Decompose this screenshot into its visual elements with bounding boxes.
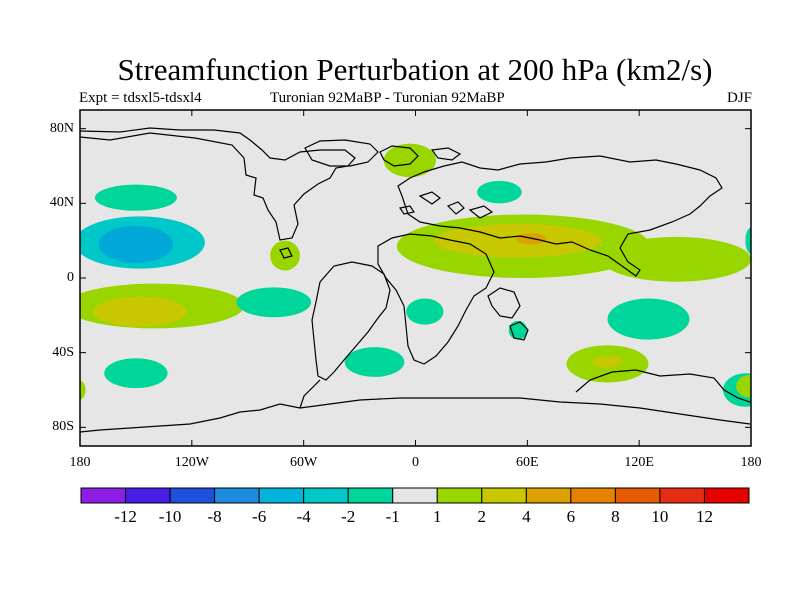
colorbar-swatch [214,487,260,504]
colorbar-label: 10 [651,507,669,526]
colorbar-swatch [570,487,616,504]
y-tick-label: 40S [52,344,74,360]
colorbar-label: 1 [433,507,442,526]
y-tick-label: 0 [67,270,74,285]
colorbar-swatch [303,487,349,504]
axis-ticks [79,110,752,446]
colorbar-label: -12 [114,507,137,526]
coastline-tethys-island-3 [468,205,494,219]
colorbar-label: -4 [296,507,311,526]
contour-fill-layer [80,143,751,407]
contour-region-s-pac-pos-inner [93,296,187,327]
contour-region-e-pac-neg-inner [98,225,174,264]
coastline-arctic-island-2 [430,147,462,161]
contour-region-s-indian-pos-inner [592,356,623,368]
contour-region-n-pac-neg [94,184,177,211]
x-tick-label: 0 [412,455,419,470]
coastline-arctic-island [379,145,419,167]
contour-region-e-edge-neg [745,227,751,254]
period-label: Turonian 92MaBP - Turonian 92MaBP [270,90,505,106]
season-label: DJF [726,90,752,106]
colorbar-swatch [659,487,705,504]
colorbar-label: -6 [252,507,267,526]
colorbar-swatch [125,487,171,504]
colorbar-label: -10 [158,507,182,526]
coastline-antarctica [80,397,751,433]
contour-region-se-pac-pos [736,375,751,398]
contour-region-s-atl-neg-2 [406,298,444,325]
colorbar-label: 8 [611,507,620,526]
coastline-north-america [80,127,356,241]
colorbar-swatch [436,487,483,504]
contour-region-s-am-neg [236,287,312,318]
y-tick-label: 80S [52,419,74,435]
x-tick-label: 60W [290,455,318,470]
contour-region-arctic-pos [383,143,437,178]
colorbar-swatch [392,487,438,504]
colorbar-label: 2 [477,507,487,526]
contour-region-w-edge-pos [80,380,86,400]
colorbar-swatch [525,487,572,504]
coastline-greenland [304,139,379,167]
coastline-layer [80,127,751,433]
coastline-antarctic-peninsula [299,379,321,409]
x-tick-label: 60E [516,455,539,470]
colorbar-label: -8 [207,507,222,526]
contour-region-asia-neg [477,180,522,204]
colorbar-label: -2 [341,507,356,526]
colorbar-swatch [80,487,127,504]
x-tick-label: 120W [174,455,209,470]
coastline-india [487,287,521,319]
y-tick-label: 40N [49,195,74,211]
colorbar-swatch [347,487,394,504]
coastline-eurasia [397,155,723,277]
colorbar-swatch [614,487,661,504]
x-tick-label: 180 [69,455,91,470]
experiment-label: Expt = tdsxl5-tdsxl4 [79,90,202,106]
contour-region-s-pac-neg [104,358,168,389]
chart-title: Streamfunction Perturbation at 200 hPa (… [117,52,713,87]
coastline-madagascar [509,321,529,341]
coastline-tethys-island-4 [399,205,415,215]
coastline-australia [575,369,751,403]
coastline-africa [377,233,495,365]
contour-region-s-atl-neg [344,347,405,377]
x-tick-label: 180 [740,455,762,470]
colorbar-label: 6 [566,507,576,526]
contour-region-caribbean-pos [270,240,300,271]
colorbar-swatch [258,487,305,504]
coastline-tethys-island [418,191,441,205]
coastline-tethys-island-2 [446,201,465,215]
colorbar-swatch [703,487,750,504]
y-tick-label: 80N [49,120,74,136]
coastline-south-america [311,261,391,381]
colorbar-label: -1 [385,507,400,526]
colorbar [80,487,750,504]
colorbar-swatch [169,487,216,504]
colorbar-label: 4 [522,507,531,526]
contour-region-indian-neg [607,298,690,340]
colorbar-label: 12 [695,507,713,526]
colorbar-swatch [481,487,527,504]
x-tick-label: 120E [624,455,654,470]
coastline-caribbean-island [279,247,293,259]
contour-region-w-pac-pos [601,236,751,282]
